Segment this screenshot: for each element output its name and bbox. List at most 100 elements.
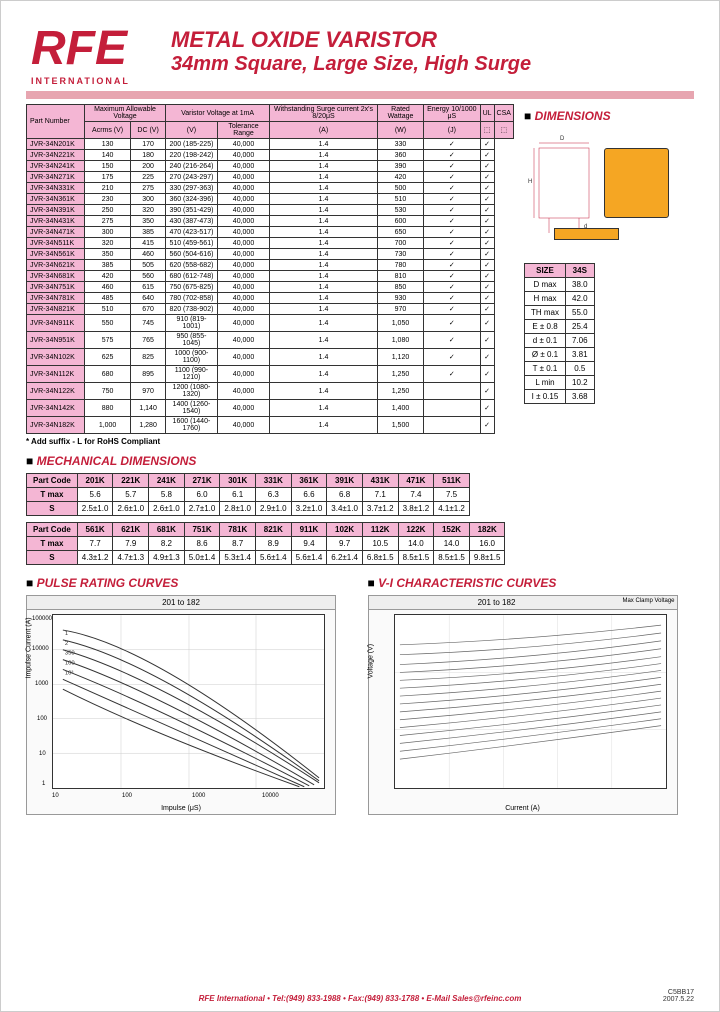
table-cell: 1,400 — [377, 400, 423, 417]
table-cell: 1,000 — [85, 417, 131, 434]
table-cell: 7.4 — [398, 488, 434, 502]
table-cell: 152K — [434, 523, 470, 537]
table-cell: 470 (423-517) — [166, 227, 218, 238]
table-cell: 670 — [131, 304, 166, 315]
table-cell: 1.4 — [270, 150, 378, 161]
table-cell: JVR-34N391K — [27, 205, 85, 216]
table-cell: 230 — [85, 194, 131, 205]
table-cell: 4.1±1.2 — [434, 502, 470, 516]
table-cell: 1,050 — [377, 315, 423, 332]
table-cell: JVR-34N911K — [27, 315, 85, 332]
table-cell: 930 — [377, 293, 423, 304]
table-cell: 40,000 — [217, 260, 269, 271]
table-cell: JVR-34N561K — [27, 249, 85, 260]
table-cell: 40,000 — [217, 304, 269, 315]
table-cell: ✓ — [424, 194, 480, 205]
table-cell: 7.06 — [566, 334, 595, 348]
mech-table-1: Part Code201K221K241K271K301K331K361K391… — [26, 473, 470, 516]
table-cell: 1.4 — [270, 260, 378, 271]
spec-table: Part Number Maximum Allowable Voltage Va… — [26, 104, 514, 434]
table-cell: ✓ — [480, 282, 494, 293]
table-cell: 1600 (1440-1760) — [166, 417, 218, 434]
table-cell: 1.4 — [270, 249, 378, 260]
svg-text:350: 350 — [65, 651, 76, 657]
table-cell: JVR-34N681K — [27, 271, 85, 282]
vi-ylabel: Voltage (V) — [367, 644, 374, 679]
table-cell: ✓ — [480, 417, 494, 434]
table-cell: 460 — [85, 282, 131, 293]
table-cell: 3.7±1.2 — [362, 502, 398, 516]
table-cell: 680 (612-748) — [166, 271, 218, 282]
table-cell: 25.4 — [566, 320, 595, 334]
svg-text:2: 2 — [65, 641, 68, 647]
table-cell: ✓ — [480, 383, 494, 400]
table-cell: 200 (185-225) — [166, 139, 218, 150]
dimension-diagram: H D E d — [524, 128, 694, 258]
csa-icon: ⬚ — [494, 122, 513, 139]
table-cell: 2.8±1.0 — [220, 502, 256, 516]
table-cell: 1,080 — [377, 332, 423, 349]
pulse-chart-block: PULSE RATING CURVES 201 to 182 — [26, 571, 353, 815]
vi-xlabel: Current (A) — [505, 805, 540, 812]
table-cell: 40,000 — [217, 172, 269, 183]
table-cell: 1,140 — [131, 400, 166, 417]
table-cell: 40,000 — [217, 249, 269, 260]
table-cell: ✓ — [480, 172, 494, 183]
table-cell: ✓ — [480, 238, 494, 249]
table-cell: JVR-34N751K — [27, 282, 85, 293]
table-cell: 681K — [149, 523, 185, 537]
table-cell: 0.5 — [566, 362, 595, 376]
table-cell: 271K — [184, 474, 220, 488]
table-cell: 1.4 — [270, 271, 378, 282]
dim-34s-head: 34S — [566, 264, 595, 278]
table-cell: 485 — [85, 293, 131, 304]
table-cell: 850 — [377, 282, 423, 293]
table-cell: 895 — [131, 366, 166, 383]
table-cell: 750 — [85, 383, 131, 400]
table-cell: 9.8±1.5 — [469, 551, 505, 565]
table-cell: JVR-34N241K — [27, 161, 85, 172]
table-cell: 1.4 — [270, 194, 378, 205]
table-cell: 175 — [85, 172, 131, 183]
table-cell: JVR-34N201K — [27, 139, 85, 150]
table-cell: 300 — [85, 227, 131, 238]
table-cell: 3.8±1.2 — [398, 502, 434, 516]
table-cell: 821K — [256, 523, 292, 537]
table-cell: 1.4 — [270, 172, 378, 183]
table-cell: 8.5±1.5 — [434, 551, 470, 565]
table-cell: 112K — [362, 523, 398, 537]
table-cell: 14.0 — [398, 537, 434, 551]
table-cell: ✓ — [480, 249, 494, 260]
table-cell: ✓ — [424, 139, 480, 150]
table-cell: 2.6±1.0 — [113, 502, 149, 516]
table-cell: Part Code — [27, 474, 78, 488]
table-cell: 600 — [377, 216, 423, 227]
table-cell: 40,000 — [217, 417, 269, 434]
table-cell — [424, 383, 480, 400]
main-content: Part Number Maximum Allowable Voltage Va… — [1, 104, 719, 815]
table-cell: 825 — [131, 349, 166, 366]
table-cell: 225 — [131, 172, 166, 183]
table-cell: 1200 (1080-1320) — [166, 383, 218, 400]
table-cell: 40,000 — [217, 293, 269, 304]
table-cell: 1.4 — [270, 227, 378, 238]
table-cell: Part Code — [27, 523, 78, 537]
table-cell: 640 — [131, 293, 166, 304]
table-cell: 911K — [291, 523, 327, 537]
table-cell: ✓ — [480, 194, 494, 205]
table-cell: JVR-34N182K — [27, 417, 85, 434]
table-cell: 430 (387-473) — [166, 216, 218, 227]
table-cell: 102K — [327, 523, 363, 537]
pulse-xlabel: Impulse (μS) — [161, 805, 201, 812]
table-cell: ✓ — [480, 400, 494, 417]
pulse-header: PULSE RATING CURVES — [26, 576, 353, 590]
table-cell: 200 — [131, 161, 166, 172]
table-cell: 420 — [377, 172, 423, 183]
table-cell: 5.8 — [149, 488, 185, 502]
table-cell: 680 — [85, 366, 131, 383]
top-row: Part Number Maximum Allowable Voltage Va… — [26, 104, 694, 434]
table-cell: 40,000 — [217, 183, 269, 194]
table-cell: 820 (738-902) — [166, 304, 218, 315]
table-cell: 7.7 — [77, 537, 113, 551]
table-cell: ✓ — [424, 216, 480, 227]
